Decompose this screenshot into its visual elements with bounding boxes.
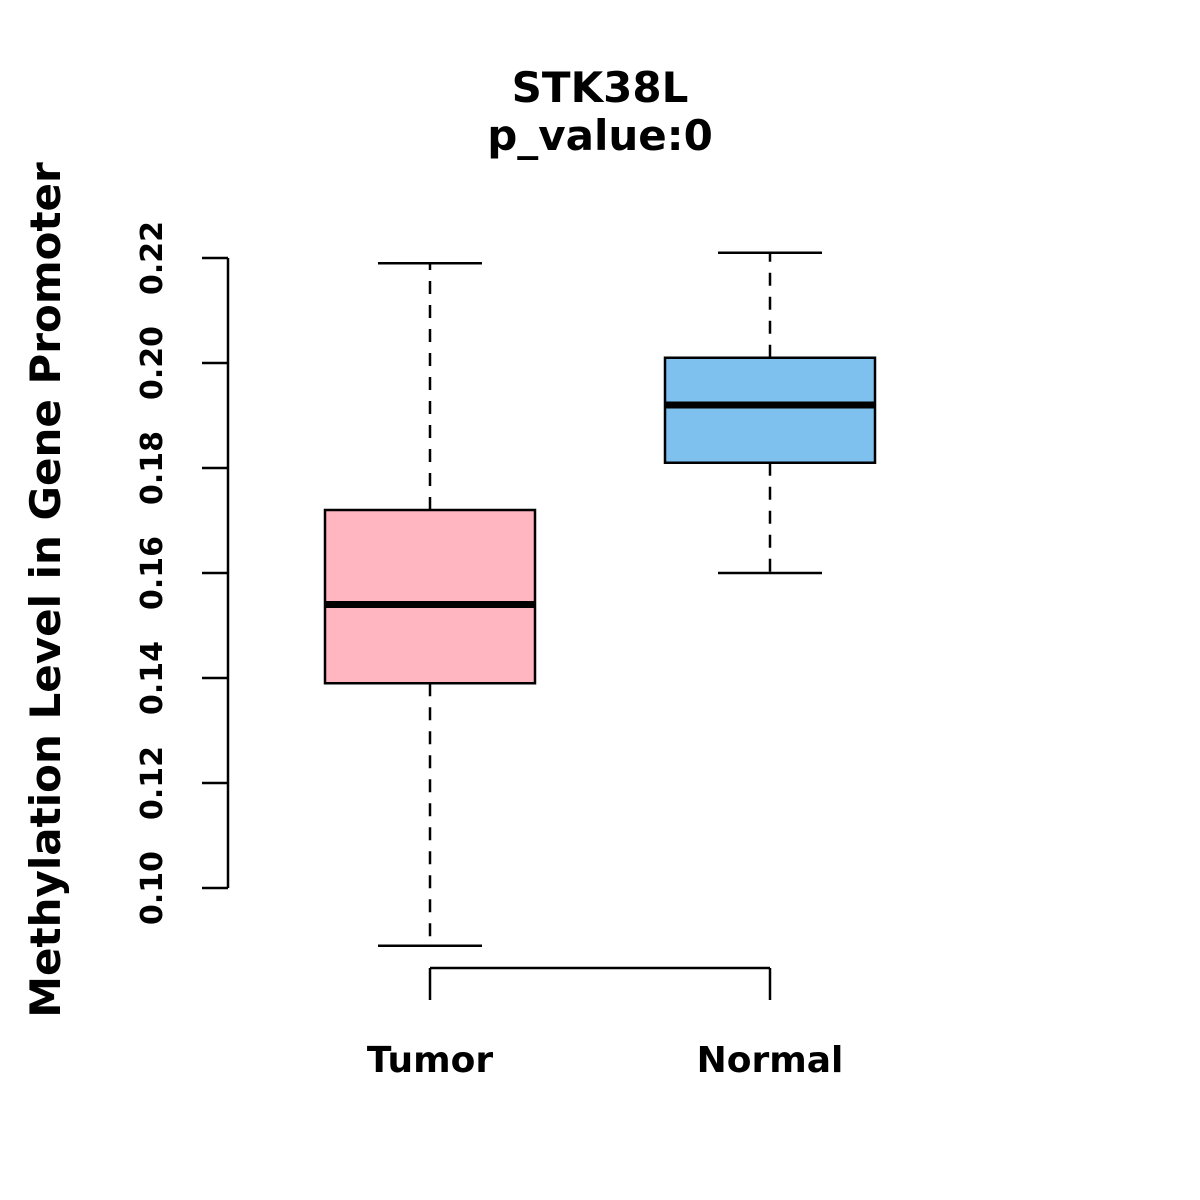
y-tick-label: 0.10	[135, 851, 170, 925]
chart-subtitle: p_value:0	[487, 111, 713, 160]
y-tick-label: 0.22	[135, 221, 170, 295]
x-tick-label-tumor: Tumor	[367, 1040, 493, 1081]
y-axis-label: Methylation Level in Gene Promoter	[21, 162, 70, 1018]
y-tick-label: 0.16	[135, 536, 170, 610]
box-tumor	[323, 508, 537, 685]
x-tick-label-normal: Normal	[697, 1040, 844, 1081]
y-tick-label: 0.12	[135, 746, 170, 820]
box-normal	[663, 356, 877, 464]
y-tick-label: 0.18	[135, 431, 170, 505]
chart-title: STK38L	[512, 63, 689, 112]
y-tick-label: 0.14	[135, 641, 170, 715]
axes-layer: 0.10 0.12 0.14 0.16 0.18 0.20 0.22 Tumor Normal	[135, 221, 843, 1081]
y-tick-label: 0.20	[135, 326, 170, 400]
boxes-layer	[323, 251, 877, 947]
